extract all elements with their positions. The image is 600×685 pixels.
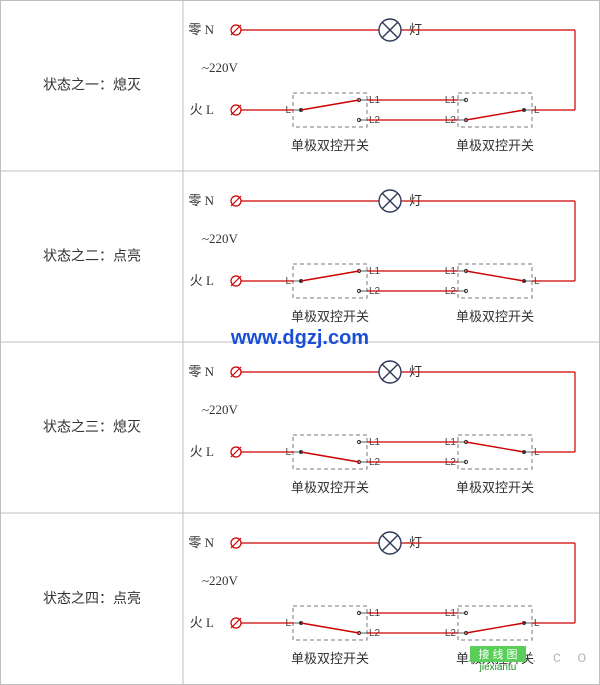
svg-text:单极双控开关: 单极双控开关 xyxy=(456,309,534,324)
svg-text:单极双控开关: 单极双控开关 xyxy=(291,309,369,324)
page-root: 状态之一：熄灭零 N火 L~220V灯LL1L2LL1L2单极双控开关单极双控开… xyxy=(0,0,600,685)
state-row: 状态之三：熄灭零 N火 L~220V灯LL1L2LL1L2单极双控开关单极双控开… xyxy=(43,361,575,495)
diagram-svg: 状态之一：熄灭零 N火 L~220V灯LL1L2LL1L2单极双控开关单极双控开… xyxy=(0,0,600,685)
svg-text:接 线 图: 接 线 图 xyxy=(478,647,517,661)
svg-text:单极双控开关: 单极双控开关 xyxy=(291,651,369,666)
svg-text:~220V: ~220V xyxy=(202,573,239,588)
svg-text:火 L: 火 L xyxy=(190,273,214,288)
svg-text:jiexiantu: jiexiantu xyxy=(479,662,517,673)
svg-text:零 N: 零 N xyxy=(188,364,214,379)
svg-text:~220V: ~220V xyxy=(202,402,239,417)
svg-text:~220V: ~220V xyxy=(202,60,239,75)
svg-text:~220V: ~220V xyxy=(202,231,239,246)
svg-text:www.dgzj.com: www.dgzj.com xyxy=(230,327,369,349)
svg-text:火 L: 火 L xyxy=(190,102,214,117)
svg-text:状态之一：熄灭: 状态之一：熄灭 xyxy=(43,77,141,94)
svg-text:零 N: 零 N xyxy=(188,22,214,37)
svg-text:状态之二：点亮: 状态之二：点亮 xyxy=(43,248,141,265)
svg-text:零 N: 零 N xyxy=(188,535,214,550)
state-row: 状态之二：点亮零 N火 L~220V灯LL1L2LL1L2单极双控开关单极双控开… xyxy=(43,190,575,324)
svg-text:火 L: 火 L xyxy=(190,615,214,630)
svg-text:火 L: 火 L xyxy=(190,444,214,459)
svg-text:零 N: 零 N xyxy=(188,193,214,208)
svg-text:. c o m: . c o m xyxy=(532,649,600,666)
svg-text:单极双控开关: 单极双控开关 xyxy=(291,138,369,153)
svg-text:单极双控开关: 单极双控开关 xyxy=(291,480,369,495)
svg-text:单极双控开关: 单极双控开关 xyxy=(456,480,534,495)
state-row: 状态之四：点亮零 N火 L~220V灯LL1L2LL1L2单极双控开关单极双控开… xyxy=(43,532,575,666)
state-row: 状态之一：熄灭零 N火 L~220V灯LL1L2LL1L2单极双控开关单极双控开… xyxy=(43,19,575,153)
svg-text:单极双控开关: 单极双控开关 xyxy=(456,138,534,153)
svg-text:状态之三：熄灭: 状态之三：熄灭 xyxy=(43,419,141,436)
svg-text:状态之四：点亮: 状态之四：点亮 xyxy=(43,590,141,607)
